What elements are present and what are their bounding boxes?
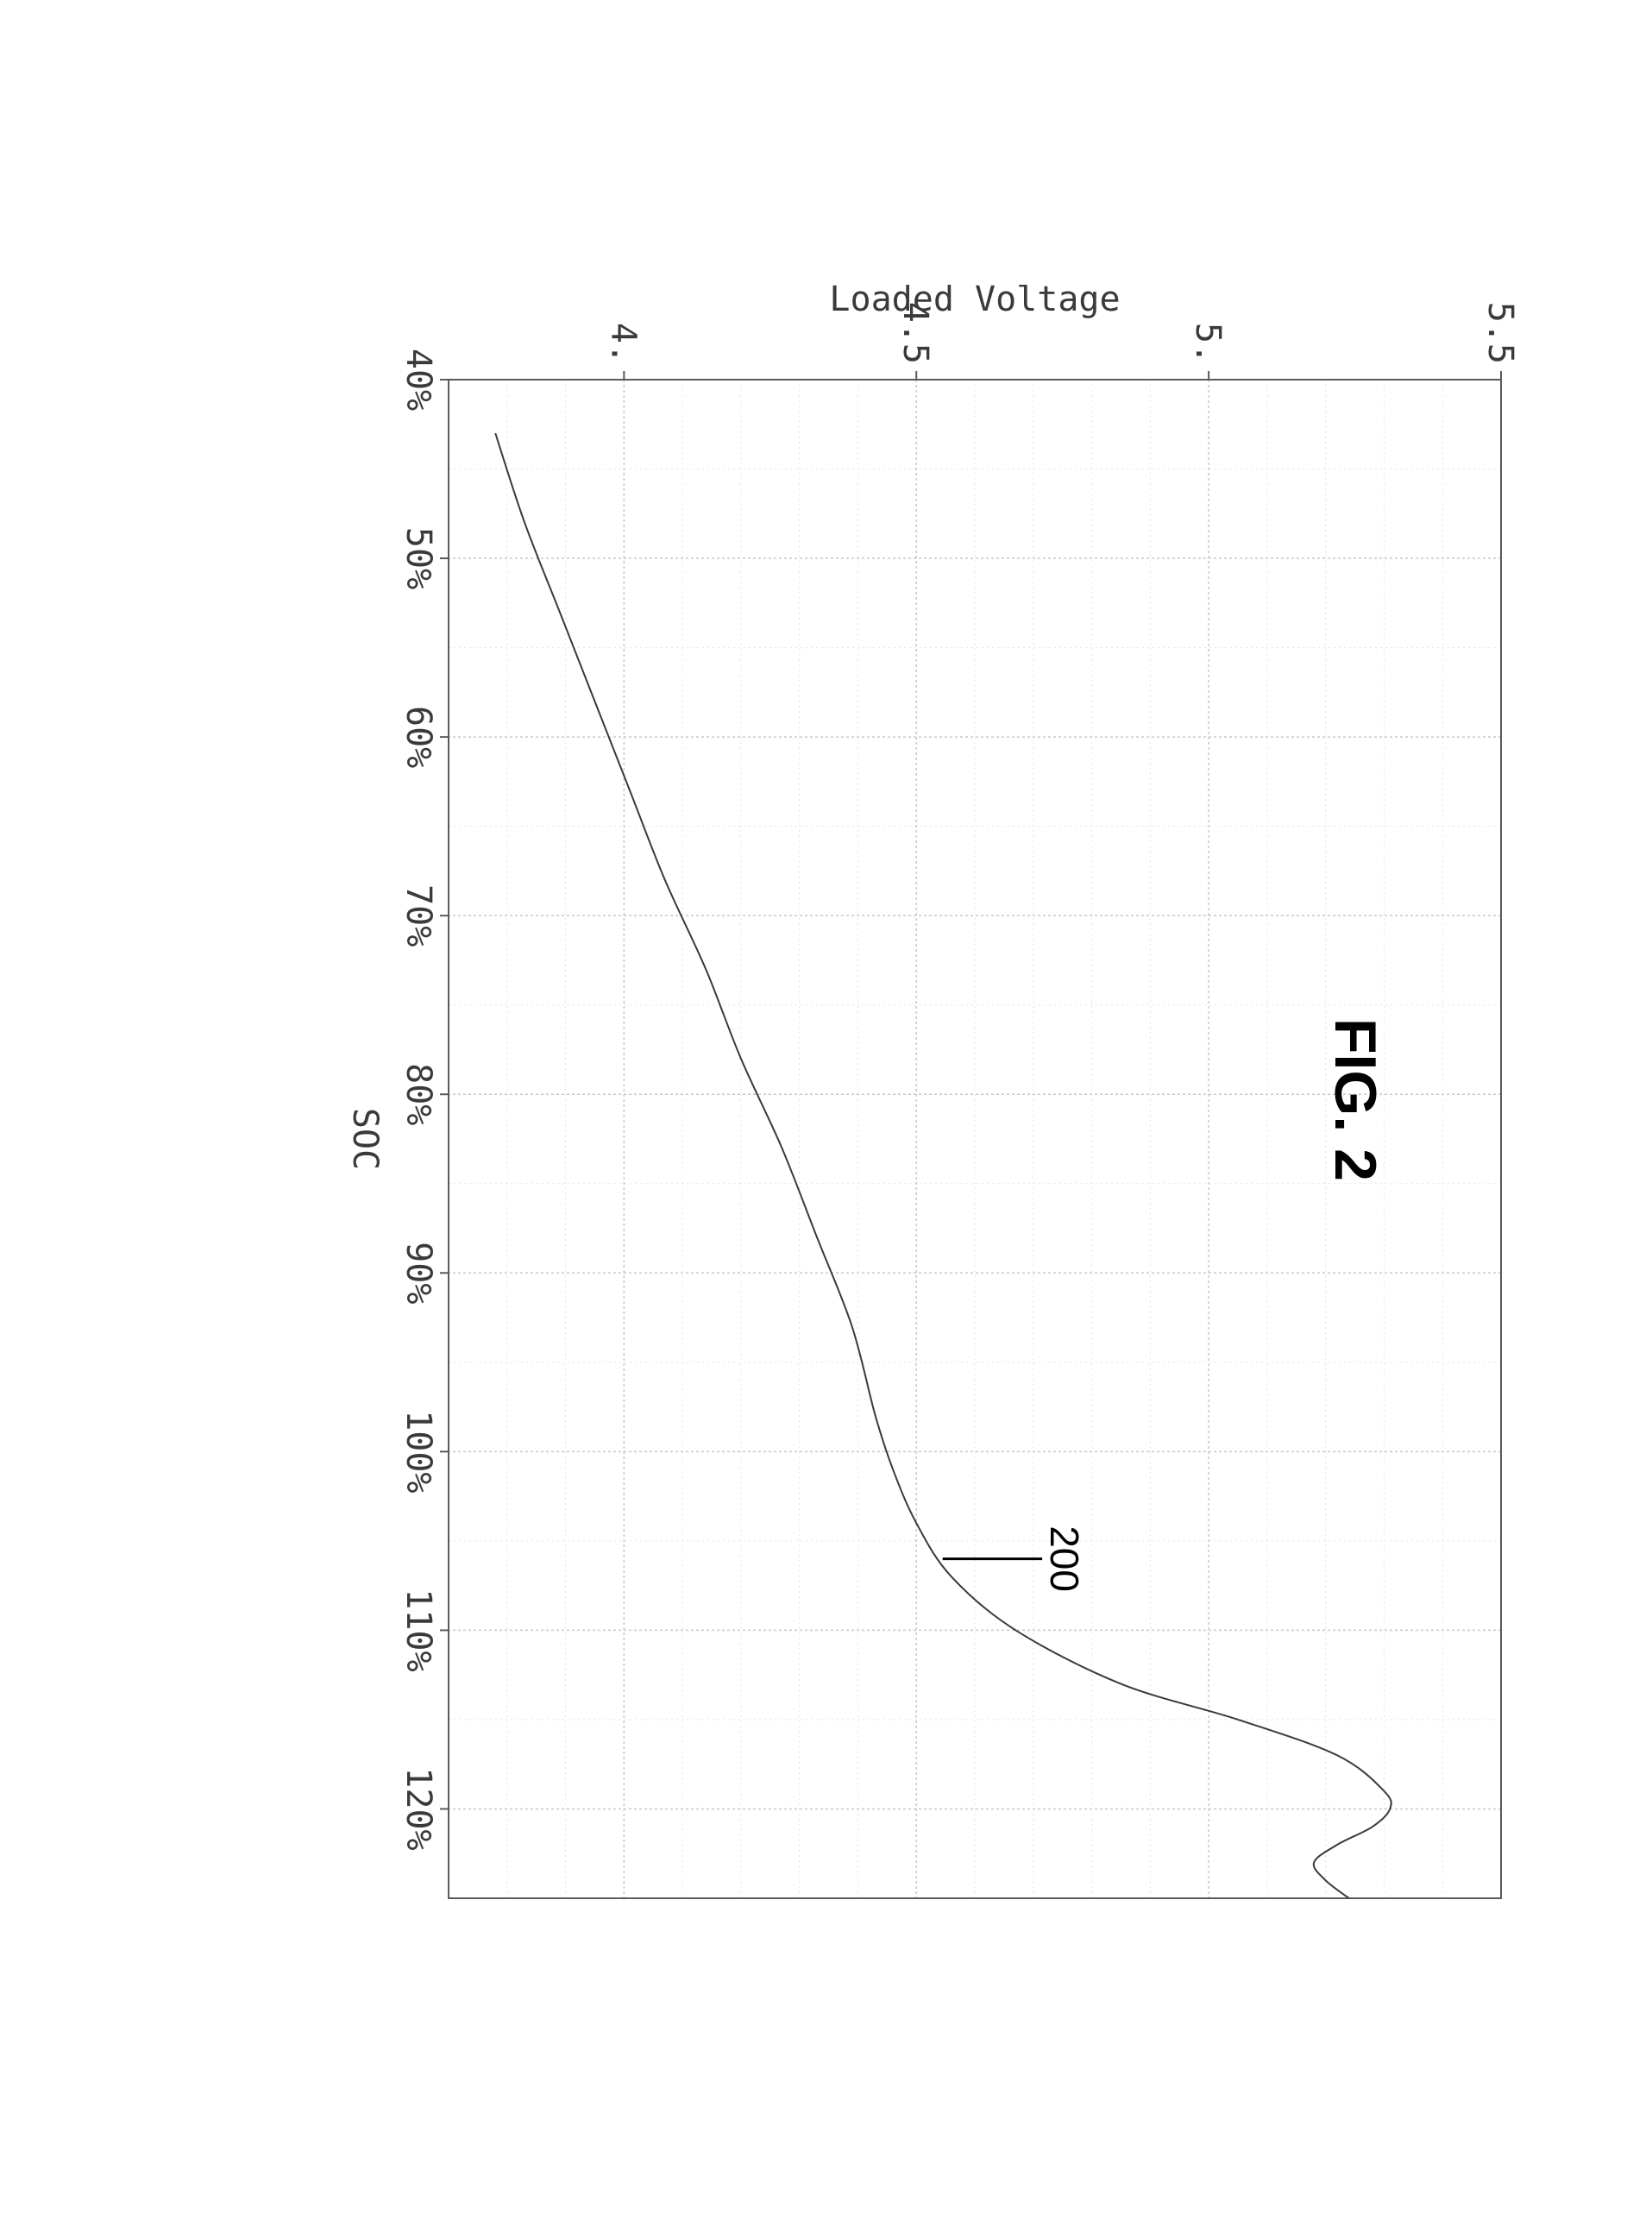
figure-caption: FIG. 2 — [1322, 1018, 1389, 1181]
y-tick-label: 5. — [1188, 323, 1228, 364]
x-tick-label: 50% — [399, 527, 438, 589]
x-tick-label: 90% — [399, 1242, 438, 1304]
y-tick-label: 5.5 — [1480, 302, 1518, 364]
x-tick-label: 80% — [399, 1063, 438, 1125]
x-axis-label: SOC — [345, 1108, 385, 1170]
x-tick-label: 120% — [399, 1767, 438, 1850]
y-axis-label: Loaded Voltage — [829, 285, 1120, 319]
x-tick-label: 70% — [399, 884, 438, 947]
x-tick-label: 100% — [399, 1410, 438, 1493]
annotation-label: 200 — [1042, 1526, 1087, 1592]
x-tick-label: 60% — [399, 706, 438, 768]
y-tick-label: 4. — [603, 323, 643, 364]
x-tick-label: 40% — [399, 349, 438, 411]
x-tick-label: 110% — [399, 1588, 438, 1671]
page: 40%50%60%70%80%90%100%110%120%4.4.55.5.5… — [0, 0, 1652, 2227]
